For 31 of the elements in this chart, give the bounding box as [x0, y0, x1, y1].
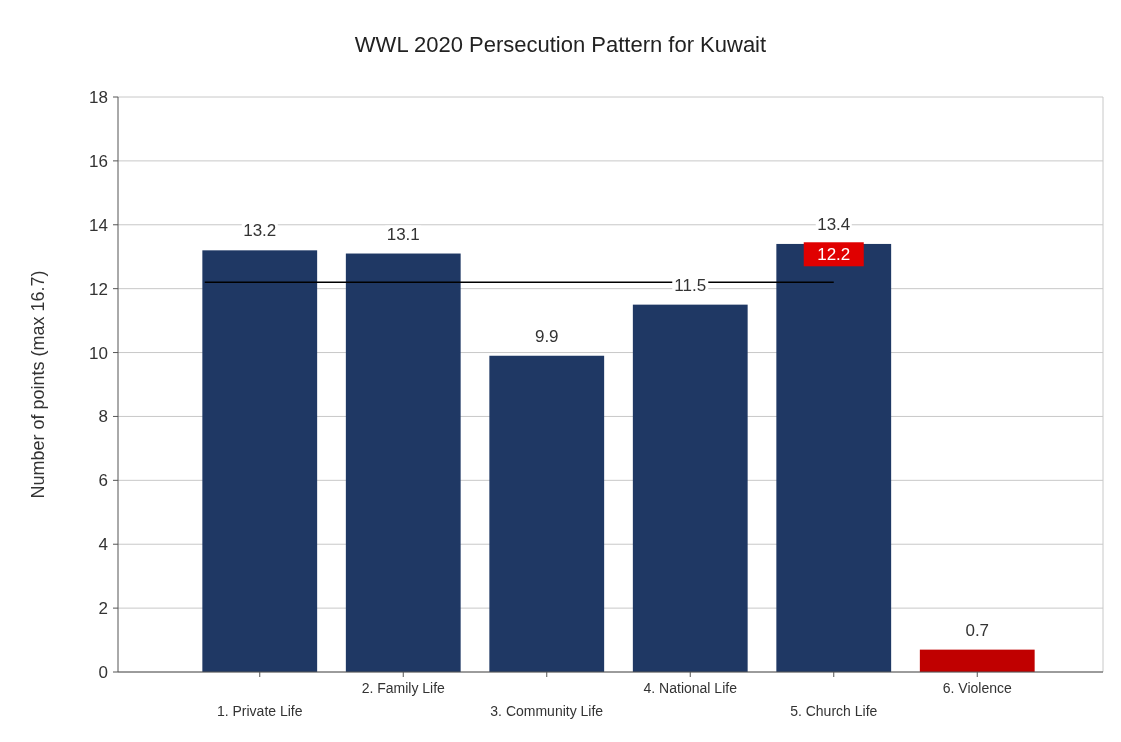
x-tick-label: 1. Private Life [216, 703, 303, 719]
bar [632, 304, 748, 672]
bar [345, 253, 461, 672]
y-tick-label: 10 [89, 343, 108, 363]
bar [919, 649, 1035, 672]
y-tick-label: 4 [98, 535, 108, 555]
bar [776, 243, 892, 672]
x-tick-label: 4. National Life [643, 680, 738, 696]
y-axis-title: Number of points (max 16.7) [28, 270, 48, 499]
y-tick-label: 8 [98, 407, 108, 427]
x-tick-label: 3. Community Life [490, 703, 604, 719]
bar [489, 355, 605, 672]
bar [202, 250, 318, 672]
x-tick-label: 2. Family Life [361, 680, 446, 696]
ref-line-label: 12.2 [817, 245, 851, 265]
data-label: 13.2 [243, 221, 277, 241]
y-tick-label: 6 [98, 471, 108, 491]
data-label: 11.5 [674, 275, 707, 295]
data-label: 13.1 [386, 224, 420, 244]
data-label: 0.7 [965, 620, 990, 640]
y-tick-label: 18 [89, 87, 108, 107]
x-tick-label: 6. Violence [942, 680, 1012, 696]
data-label: 13.4 [817, 214, 851, 234]
y-tick-label: 2 [98, 599, 108, 619]
data-label: 9.9 [534, 326, 559, 346]
y-tick-label: 16 [89, 151, 108, 171]
x-tick-label: 5. Church Life [790, 703, 878, 719]
y-tick-label: 14 [89, 215, 108, 235]
y-tick-label: 12 [89, 279, 108, 299]
chart-title: WWL 2020 Persecution Pattern for Kuwait [354, 32, 767, 57]
y-tick-label: 0 [98, 662, 108, 682]
